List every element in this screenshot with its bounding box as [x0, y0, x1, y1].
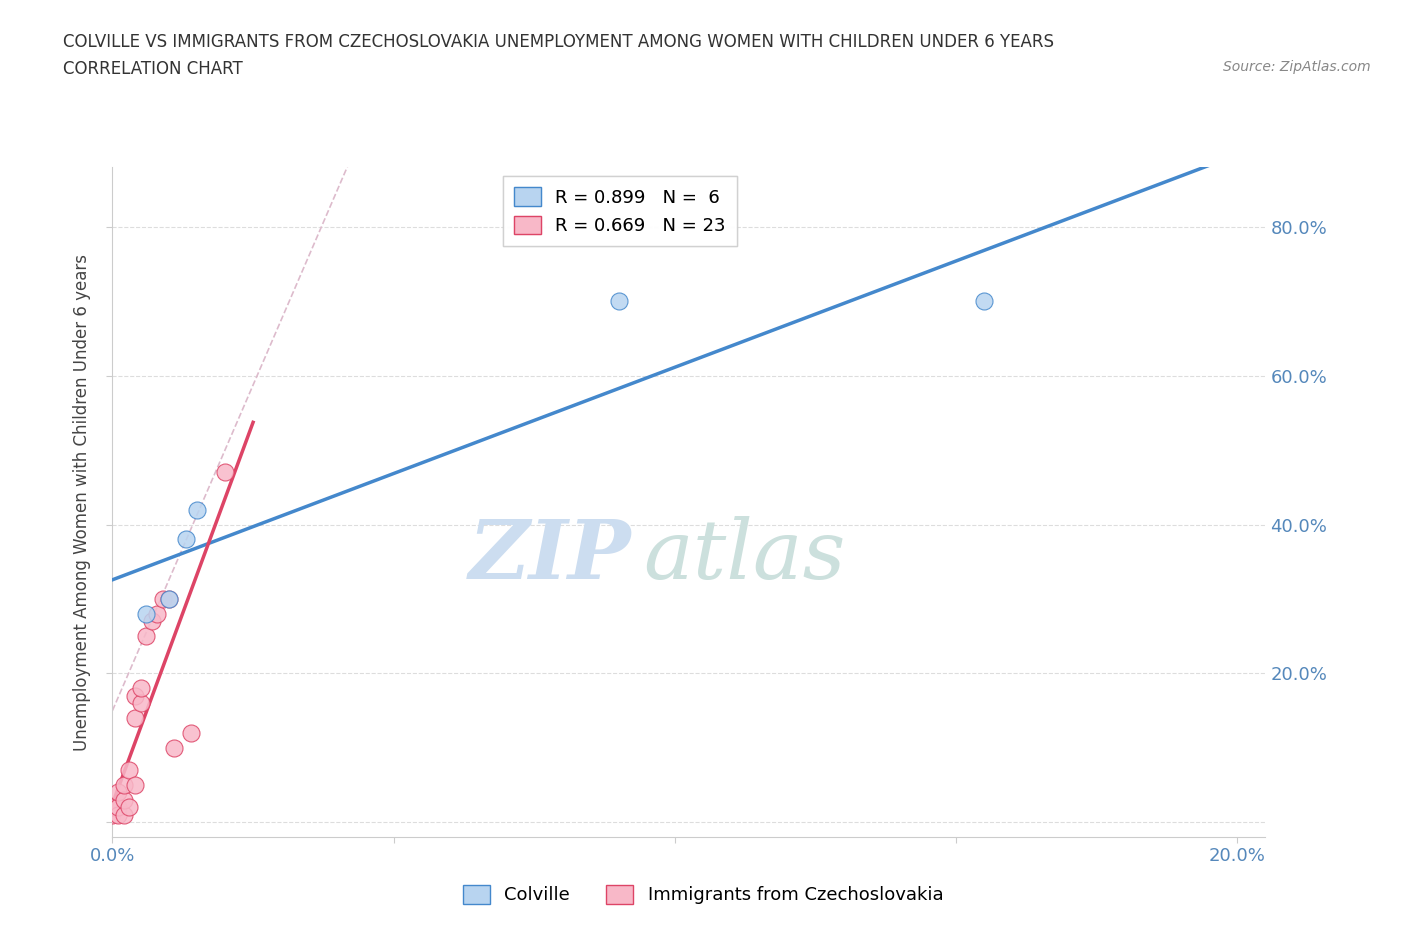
Point [135, 606, 157, 621]
Text: atlas: atlas [643, 516, 845, 596]
Point [107, 807, 129, 822]
Point [163, 740, 186, 755]
Point [124, 688, 146, 703]
Point [124, 777, 146, 792]
Point [101, 807, 124, 822]
Legend: Colville, Immigrants from Czechoslovakia: Colville, Immigrants from Czechoslovakia [456, 878, 950, 911]
Point [107, 785, 129, 800]
Point [180, 725, 202, 740]
Point [214, 465, 236, 480]
Point [157, 591, 180, 606]
Point [174, 532, 197, 547]
Point [118, 800, 141, 815]
Text: CORRELATION CHART: CORRELATION CHART [63, 60, 243, 78]
Text: Source: ZipAtlas.com: Source: ZipAtlas.com [1223, 60, 1371, 74]
Point [973, 294, 995, 309]
Legend: R = 0.899   N =  6, R = 0.669   N = 23: R = 0.899 N = 6, R = 0.669 N = 23 [503, 177, 737, 246]
Point [157, 591, 180, 606]
Point [146, 606, 169, 621]
Point [112, 792, 135, 807]
Point [107, 800, 129, 815]
Point [135, 629, 157, 644]
Point [112, 807, 135, 822]
Point [112, 777, 135, 792]
Point [124, 711, 146, 725]
Text: COLVILLE VS IMMIGRANTS FROM CZECHOSLOVAKIA UNEMPLOYMENT AMONG WOMEN WITH CHILDRE: COLVILLE VS IMMIGRANTS FROM CZECHOSLOVAK… [63, 33, 1054, 50]
Y-axis label: Unemployment Among Women with Children Under 6 years: Unemployment Among Women with Children U… [73, 254, 91, 751]
Point [118, 763, 141, 777]
Point [152, 591, 174, 606]
Point [186, 502, 208, 517]
Point [141, 614, 163, 629]
Point [129, 681, 152, 696]
Point [607, 294, 630, 309]
Point [129, 696, 152, 711]
Point [101, 800, 124, 815]
Text: ZIP: ZIP [468, 516, 631, 596]
